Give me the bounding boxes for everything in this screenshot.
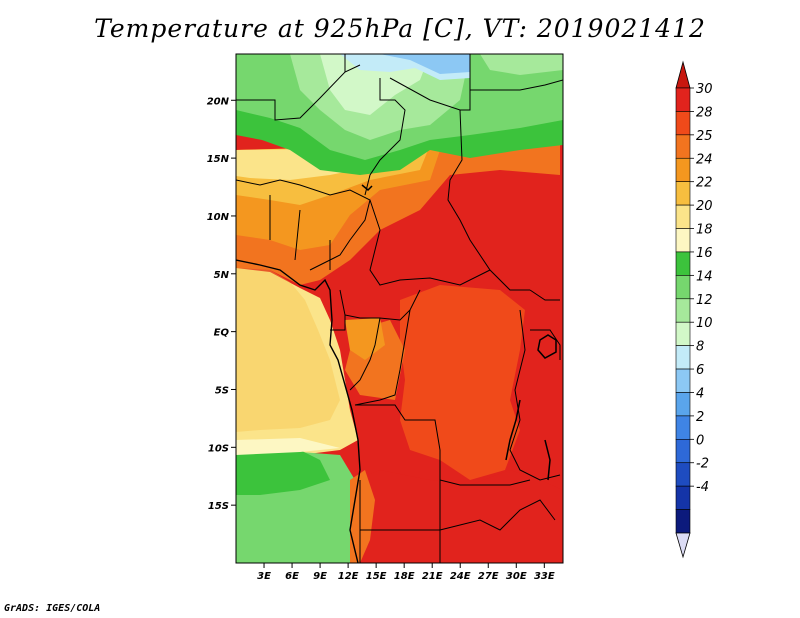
colorbar-label: -4	[696, 480, 709, 495]
coastline	[236, 259, 361, 563]
border-16	[439, 499, 556, 531]
colorbar-label: 22	[696, 176, 713, 191]
colorbar-label: 24	[696, 152, 713, 167]
border-7	[269, 195, 331, 270]
x-tick-label: 33E	[534, 571, 555, 582]
lakes	[361, 184, 557, 481]
colorbar-label: 18	[696, 223, 713, 238]
x-tick-label: 30E	[506, 571, 527, 582]
border-11	[354, 309, 411, 406]
x-tick-label: 9E	[313, 571, 327, 582]
colorbar-segment	[675, 509, 691, 534]
lake-chad	[361, 184, 373, 192]
map-title: Temperature at 925hPa [C], VT: 201902141…	[94, 14, 706, 43]
colorbar-segment	[675, 415, 691, 440]
colorbar-label: 25	[696, 129, 713, 144]
colorbar-segment	[675, 368, 691, 393]
y-tick-label: 20N	[207, 96, 230, 107]
field-gabon-light	[345, 318, 385, 360]
border-12	[355, 404, 531, 486]
border-3	[364, 78, 406, 196]
colorbar-segment	[675, 439, 691, 464]
colorbar-label: 8	[696, 340, 704, 355]
border-10	[330, 315, 381, 391]
colorbar-segment	[675, 111, 691, 136]
colorbar-segment	[675, 392, 691, 417]
border-14	[529, 289, 561, 360]
x-tick-label: 6E	[285, 571, 299, 582]
colorbar-label: 4	[696, 386, 704, 401]
colorbar-segment	[675, 251, 691, 276]
border-13	[509, 309, 561, 481]
border-8	[369, 199, 491, 286]
colorbar-segment	[675, 228, 691, 253]
colorbar-segment	[675, 204, 691, 229]
x-tick-label: 18E	[394, 571, 415, 582]
temperature-field	[236, 54, 563, 563]
colorbar-label: 16	[696, 246, 713, 261]
x-tick-label: 15E	[366, 571, 387, 582]
country-borders	[236, 54, 563, 563]
border-6	[236, 179, 371, 271]
y-tick-label: EQ	[214, 328, 230, 339]
colorbar-label: 10	[696, 316, 713, 331]
colorbar-label: 30	[696, 82, 713, 97]
colorbar-segment	[675, 345, 691, 370]
colorbar-label: 20	[696, 199, 713, 214]
plot-frame	[235, 53, 564, 564]
border-5	[470, 79, 563, 91]
x-tick-label: 24E	[450, 571, 471, 582]
y-tick-label: 10N	[207, 212, 230, 223]
lake-victoria	[537, 334, 557, 359]
lake-tanganyika	[505, 399, 521, 461]
colorbar-segment	[675, 134, 691, 159]
y-tick-label: 10S	[208, 443, 229, 454]
colorbar-label: 2	[696, 410, 704, 425]
border-4	[447, 109, 530, 291]
y-tick-label: 5N	[214, 270, 230, 281]
field-atlantic-gold	[236, 268, 340, 432]
colorbar-segment	[675, 275, 691, 300]
colorbar-label: -2	[696, 457, 709, 472]
x-tick-label: 12E	[338, 571, 359, 582]
y-axis-ticks: 20N 15N 10N 5N EQ 5S 10S 15S	[207, 96, 236, 512]
colorbar-segment	[675, 462, 691, 487]
field-south-interior	[355, 470, 563, 563]
field-sahara-blue	[380, 54, 470, 74]
colorbar-label: 14	[696, 269, 713, 284]
colorbar-segment	[675, 321, 691, 346]
lake-malawi	[544, 439, 551, 481]
colorbar-label: 12	[696, 293, 713, 308]
colorbar-top-arrow	[675, 60, 691, 89]
field-south-atlantic-cream	[236, 438, 340, 455]
colorbar-label: 28	[696, 105, 713, 120]
y-tick-label: 15N	[207, 154, 230, 165]
field-ne-palegreen	[480, 54, 563, 75]
x-tick-label: 21E	[422, 571, 443, 582]
border-15	[359, 480, 441, 563]
field-south-atlantic-green	[236, 445, 330, 495]
colorbar-segment	[675, 181, 691, 206]
y-tick-label: 15S	[208, 501, 229, 512]
colorbar-segment	[675, 157, 691, 182]
y-tick-label: 5S	[215, 385, 229, 396]
colorbar-segment	[675, 87, 691, 112]
colorbar-bottom-arrow	[675, 532, 691, 559]
x-axis-ticks: 3E 6E 9E 12E 15E 18E 21E 24E 27E 30E 33E	[257, 563, 555, 582]
field-congo-orange	[400, 285, 525, 480]
colorbar-segment	[675, 298, 691, 323]
x-tick-label: 27E	[478, 571, 499, 582]
grads-credit: GrADS: IGES/COLA	[4, 603, 101, 614]
field-atlantic-yellow	[236, 268, 358, 460]
x-tick-label: 3E	[257, 571, 271, 582]
colorbar-label: 6	[696, 363, 704, 378]
colorbar-label: 0	[696, 433, 704, 448]
colorbar-segment	[675, 485, 691, 510]
